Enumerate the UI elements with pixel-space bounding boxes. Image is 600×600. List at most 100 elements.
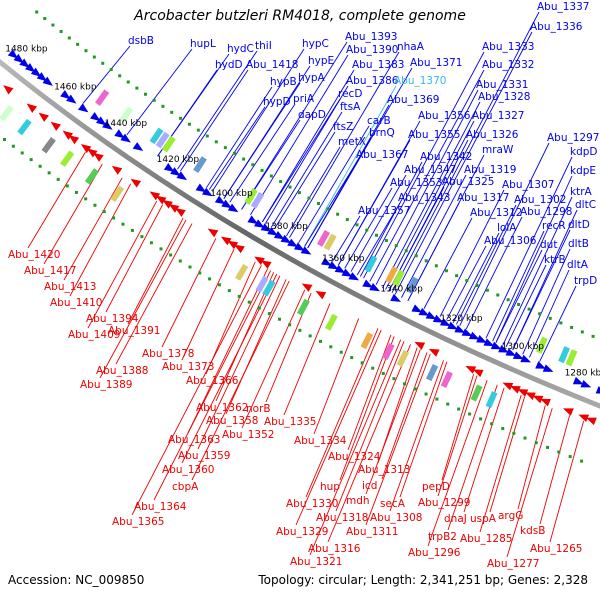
forward-gene-label: nhaA bbox=[397, 41, 425, 53]
feature-block bbox=[110, 185, 125, 203]
reverse-gene-label: Abu_1352 bbox=[222, 429, 274, 441]
forward-gene-arrow bbox=[30, 67, 42, 77]
label-connector bbox=[289, 51, 400, 238]
reverse-gene-label: Abu_1334 bbox=[294, 435, 347, 447]
reverse-gene-arrow bbox=[168, 203, 180, 213]
ruler-dot bbox=[35, 10, 39, 14]
feature-block bbox=[425, 364, 439, 382]
label-connector bbox=[205, 261, 256, 375]
forward-gene-label: carB bbox=[367, 115, 391, 127]
ruler-dot bbox=[375, 233, 379, 237]
reverse-gene-arrow bbox=[155, 195, 167, 205]
forward-gene-arrow bbox=[254, 219, 265, 228]
forward-gene-label: hydC bbox=[227, 43, 254, 55]
reverse-gene-arrow bbox=[315, 291, 327, 300]
ruler-dot bbox=[169, 253, 173, 257]
label-connector bbox=[99, 219, 187, 379]
forward-gene-arrow bbox=[476, 335, 487, 343]
reverse-gene-label: uspA bbox=[470, 513, 497, 525]
ruler-dot bbox=[251, 163, 255, 167]
forward-gene-label: metX bbox=[338, 136, 366, 148]
ruler-dot bbox=[223, 146, 227, 150]
forward-gene-arrow bbox=[447, 321, 458, 330]
ruler-dot bbox=[424, 392, 428, 396]
reverse-gene-label: Abu_1378 bbox=[142, 348, 194, 360]
reverse-gene-arrow bbox=[62, 130, 74, 140]
forward-gene-arrow bbox=[461, 328, 473, 337]
forward-gene-arrow bbox=[327, 261, 339, 270]
ruler-dot bbox=[51, 23, 55, 27]
forward-gene-label: ktrA bbox=[570, 186, 593, 198]
ruler-dot bbox=[143, 92, 147, 96]
forward-gene-label: Abu_1337 bbox=[537, 1, 589, 13]
label-connector bbox=[446, 245, 487, 320]
ruler-dot bbox=[381, 371, 385, 375]
forward-gene-label: lolA bbox=[497, 222, 517, 234]
label-connector bbox=[191, 280, 290, 481]
ruler-dot bbox=[496, 293, 500, 297]
label-connector bbox=[365, 353, 431, 526]
ruler-dot bbox=[288, 185, 292, 189]
forward-gene-arrow bbox=[170, 167, 181, 176]
forward-gene-label: Abu_1370 bbox=[394, 75, 446, 87]
reverse-gene-arrow bbox=[3, 85, 14, 95]
label-connector bbox=[375, 89, 479, 285]
label-connector bbox=[307, 137, 372, 249]
reverse-gene-arrow bbox=[586, 417, 597, 426]
feature-block bbox=[262, 279, 276, 297]
forward-gene-label: dltC bbox=[575, 199, 596, 211]
ruler-dot bbox=[214, 140, 218, 144]
forward-gene-arrow bbox=[280, 234, 292, 244]
label-connector bbox=[522, 248, 571, 355]
label-connector bbox=[127, 217, 184, 325]
forward-gene-arrow bbox=[163, 163, 175, 172]
reverse-gene-arrow bbox=[80, 143, 92, 154]
reverse-gene-label: Abu_1313 bbox=[358, 464, 410, 476]
reverse-gene-arrow bbox=[234, 244, 245, 254]
ruler-dot bbox=[65, 184, 69, 188]
ruler-dot bbox=[198, 271, 202, 275]
label-connector bbox=[223, 82, 301, 199]
forward-gene-arrow bbox=[535, 361, 546, 369]
ruler-dot bbox=[56, 177, 60, 181]
ruler-dot bbox=[534, 441, 538, 445]
label-connector-lines bbox=[27, 11, 585, 558]
label-connector bbox=[161, 238, 217, 348]
label-connector bbox=[441, 374, 475, 481]
label-connector bbox=[283, 303, 331, 416]
forward-gene-label: Abu_1306 bbox=[484, 235, 537, 247]
forward-gene-arrow bbox=[300, 246, 312, 255]
label-connector bbox=[262, 98, 341, 223]
label-connector bbox=[506, 408, 553, 558]
ruler-dot bbox=[159, 247, 163, 251]
label-connector bbox=[309, 339, 402, 556]
reverse-gene-label: Abu_1299 bbox=[418, 497, 470, 509]
label-connector bbox=[347, 334, 392, 451]
reverse-gene-arrow bbox=[207, 228, 219, 238]
ruler-dot bbox=[546, 445, 550, 449]
feature-block bbox=[323, 233, 337, 251]
ruler-dot bbox=[126, 80, 130, 84]
ruler-dot bbox=[267, 312, 271, 316]
forward-gene-label: priA bbox=[293, 93, 315, 105]
feature-block bbox=[149, 127, 164, 145]
forward-gene-arrow bbox=[120, 133, 131, 143]
ruler-dot bbox=[242, 157, 246, 161]
forward-gene-arrow bbox=[321, 257, 332, 266]
ruler-dot bbox=[170, 110, 174, 114]
ruler-dot bbox=[371, 366, 375, 370]
forward-gene-arrow bbox=[498, 344, 509, 353]
label-connector bbox=[549, 420, 585, 543]
feature-block bbox=[316, 229, 330, 247]
reverse-gene-arrow bbox=[502, 382, 514, 391]
label-connector bbox=[423, 217, 473, 309]
forward-gene-arrow bbox=[390, 293, 401, 302]
feature-block bbox=[396, 350, 410, 368]
feature-block bbox=[60, 150, 75, 167]
forward-gene-arrow bbox=[102, 120, 113, 130]
forward-gene-label: Abu_1307 bbox=[502, 179, 554, 191]
label-connector bbox=[363, 51, 485, 279]
reverse-gene-label: dnaJ bbox=[444, 513, 467, 525]
reverse-gene-label: Abu_1364 bbox=[134, 501, 187, 513]
forward-gene-arrow bbox=[439, 318, 451, 327]
